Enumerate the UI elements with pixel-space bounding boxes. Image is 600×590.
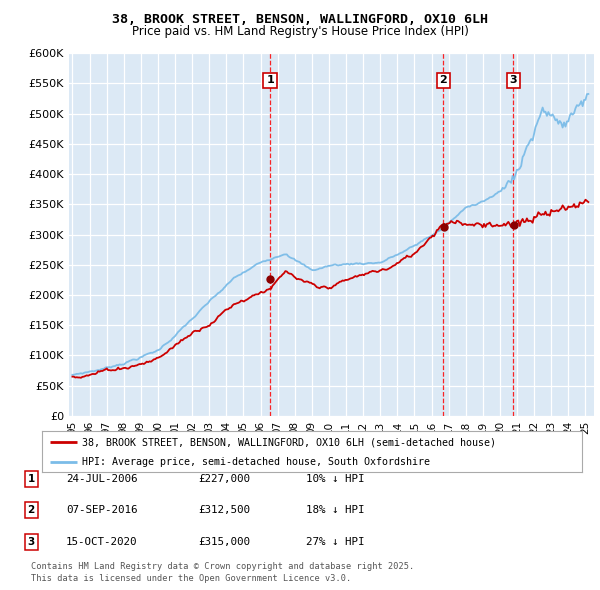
Text: HPI: Average price, semi-detached house, South Oxfordshire: HPI: Average price, semi-detached house,… (83, 457, 431, 467)
Text: 18% ↓ HPI: 18% ↓ HPI (306, 506, 365, 515)
Text: Contains HM Land Registry data © Crown copyright and database right 2025.
This d: Contains HM Land Registry data © Crown c… (31, 562, 415, 583)
Text: 07-SEP-2016: 07-SEP-2016 (66, 506, 137, 515)
Text: 3: 3 (28, 537, 35, 546)
Text: 15-OCT-2020: 15-OCT-2020 (66, 537, 137, 546)
Text: 38, BROOK STREET, BENSON, WALLINGFORD, OX10 6LH (semi-detached house): 38, BROOK STREET, BENSON, WALLINGFORD, O… (83, 437, 497, 447)
Text: 1: 1 (266, 76, 274, 86)
Text: 3: 3 (509, 76, 517, 86)
Text: 1: 1 (28, 474, 35, 484)
Text: £312,500: £312,500 (198, 506, 250, 515)
Text: 10% ↓ HPI: 10% ↓ HPI (306, 474, 365, 484)
Text: Price paid vs. HM Land Registry's House Price Index (HPI): Price paid vs. HM Land Registry's House … (131, 25, 469, 38)
Text: 2: 2 (28, 506, 35, 515)
Text: 38, BROOK STREET, BENSON, WALLINGFORD, OX10 6LH: 38, BROOK STREET, BENSON, WALLINGFORD, O… (112, 13, 488, 26)
Text: 2: 2 (439, 76, 447, 86)
Text: £315,000: £315,000 (198, 537, 250, 546)
Text: £227,000: £227,000 (198, 474, 250, 484)
Text: 24-JUL-2006: 24-JUL-2006 (66, 474, 137, 484)
Text: 27% ↓ HPI: 27% ↓ HPI (306, 537, 365, 546)
